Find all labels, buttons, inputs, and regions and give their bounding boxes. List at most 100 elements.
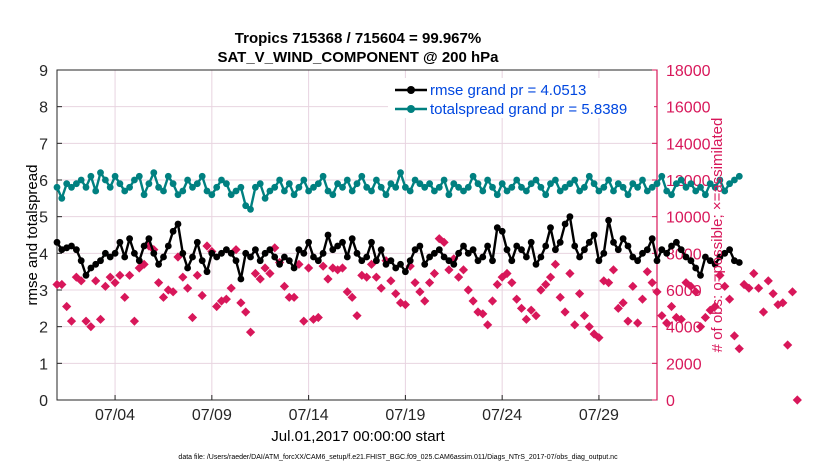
obs-count-point [250,268,260,279]
rmse-point [469,246,477,254]
rmse-point [193,238,201,246]
obs-count-point [594,333,604,343]
totalspread-point [324,187,332,195]
totalspread-point [256,180,264,188]
obs-count-point [545,272,556,282]
totalspread-point [329,191,337,199]
totalspread-point [392,183,400,191]
rmse-point [382,260,390,268]
rmse-point [532,260,540,268]
obs-count-point [308,314,319,324]
totalspread-point [310,183,317,191]
rmse-point [348,235,356,243]
rmse-point [402,268,409,276]
totalspread-point [150,169,158,177]
grid-lines [57,70,657,400]
rmse-point [702,253,709,261]
totalspread-point [314,180,322,188]
totalspread-point [682,183,690,191]
obs-count-point [318,261,328,271]
totalspread-point [431,187,438,195]
rmse-point [121,253,129,261]
obs-count-point [763,276,773,286]
obs-count-point [81,316,91,326]
obs-count-point [444,265,454,275]
left-tick-label: 7 [39,136,48,153]
totalspread-point [513,176,521,184]
totalspread-point [576,187,583,195]
rmse-point [639,249,646,257]
obs-count-point [584,322,594,332]
rmse-point [135,257,143,265]
obs-count-point [483,320,493,330]
totalspread-point [111,172,119,180]
rmse-point [237,275,245,283]
rmse-point [227,249,235,257]
rmse-point [450,260,458,268]
obs-count-point [521,314,531,324]
totalspread-point [629,180,637,188]
rmse-point [271,253,279,261]
totalspread-point [237,183,245,191]
obs-count-point [95,314,106,324]
totalspread-point [353,180,361,188]
rmse-point [673,238,680,246]
obs-count-point [100,281,110,291]
rmse-point [77,257,85,265]
obs-count-point [376,283,386,293]
totalspread-point [232,187,240,195]
legend-box [388,78,654,118]
obs-count-point [729,331,740,341]
rmse-point [634,257,641,265]
obs-count-point [333,265,343,275]
totalspread-point [537,183,545,191]
obs-count-point [676,314,686,324]
rmse-point [668,242,675,250]
totalspread-point [339,183,346,191]
obs-count-point [71,272,81,282]
rmse-point [658,246,666,254]
totalspread-point [198,172,206,180]
rmse-point [106,253,114,261]
totalspread-point [319,172,327,180]
totalspread-point [552,176,559,184]
totalspread-point [285,180,293,188]
obs-count-point [187,312,198,323]
obs-count-point [512,294,522,304]
rmse-point [677,246,685,254]
rmse-point [629,253,637,261]
obs-count-point [681,278,691,288]
obs-count-point [768,289,778,299]
rmse-point [440,253,448,261]
right-tick-label: 0 [666,393,675,410]
obs-count-point [260,263,270,273]
totalspread-point [63,180,71,188]
rmse-point [581,246,588,254]
totalspread-point [131,176,138,184]
totalspread-point [223,180,230,188]
y-axis-label-right: # of obs: o=possible; ×=assimilated [709,118,726,353]
totalspread-point [363,183,371,191]
rmse-point [493,224,501,232]
totalspread-point [300,176,308,184]
obs-count-point [313,312,323,323]
totalspread-point [643,187,651,195]
totalspread-point [566,180,574,188]
totalspread-point [77,176,85,184]
rmse-point [252,246,259,254]
rmse-series [53,213,743,283]
obs-count-point [502,268,512,279]
totalspread-point [687,180,695,188]
y-axis-label-left: rmse and totalspread [24,165,41,306]
obs-count-point [720,281,730,291]
totalspread-point [348,187,356,195]
rmse-point [697,271,704,279]
left-tick-label: 9 [39,63,48,80]
obs-count-point [783,340,793,350]
totalspread-point [343,176,351,184]
rmse-point [527,238,535,246]
totalspread-point [677,176,685,184]
rmse-point [431,249,438,257]
left-axis: 0 1 2 3 4 5 6 7 8 9 [39,63,62,410]
